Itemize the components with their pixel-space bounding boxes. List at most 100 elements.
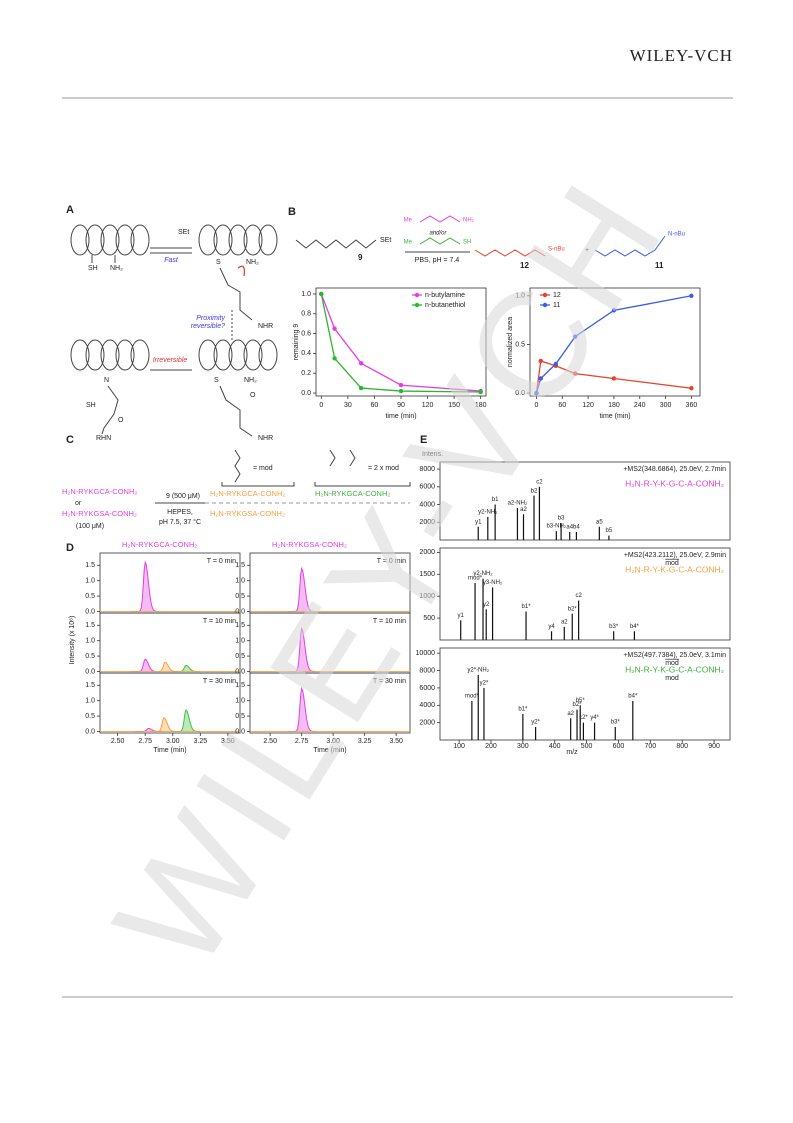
helix-turn <box>243 224 263 256</box>
x-tick-label: 120 <box>422 402 434 409</box>
label: NH₂ <box>244 377 257 384</box>
peak-label: b3* <box>611 720 621 726</box>
data-point <box>332 356 337 361</box>
y-tick-label: 0.5 <box>235 653 245 660</box>
y-tick-label: 0.0 <box>235 728 245 735</box>
helix-turn <box>228 339 248 371</box>
x-tick-label: 0 <box>535 402 539 409</box>
figure: A SH NH₂ Fast SEt S NH₂ NHR Proximityreversible?… <box>62 204 731 756</box>
label: 9 (500 μM) <box>166 493 200 500</box>
y-tick-label: 0.5 <box>85 593 95 600</box>
helix-turn <box>258 224 278 256</box>
data-point <box>611 376 617 381</box>
bond <box>219 267 253 321</box>
peak-label: c2 <box>536 479 543 485</box>
helix-turn <box>115 224 135 256</box>
peak-label: b4* <box>628 694 638 700</box>
structure <box>329 449 356 467</box>
peak-label: b5 <box>606 528 613 534</box>
label: H₂N-RYKGCA-CONH₂ <box>62 487 137 496</box>
helix-turn <box>243 339 263 371</box>
watermark: WILEY-VCH <box>82 151 697 996</box>
x-tick-label: 600 <box>613 743 625 750</box>
x-axis-label: time (min) <box>599 413 630 420</box>
row-label: T = 0 min <box>377 558 406 565</box>
y-tick-label: 0.4 <box>301 350 311 357</box>
plot-frame <box>439 647 731 741</box>
x-tick-label: 300 <box>517 743 529 750</box>
plot-frame <box>99 672 241 734</box>
x-tick-label: 2.50 <box>111 738 125 745</box>
mod-label: mod <box>665 560 679 567</box>
legend-label: 11 <box>553 302 560 309</box>
bracket <box>314 482 411 487</box>
amine <box>419 215 461 223</box>
y-tick-label: 1.0 <box>85 578 95 585</box>
label: H₂N-RYKGCA-CONH₂ <box>315 489 390 498</box>
y-axis-label: Intens. <box>422 451 443 458</box>
x-tick-label: 2.75 <box>295 738 309 745</box>
x-tick-label: 3.50 <box>389 738 403 745</box>
peak-label: a2 <box>561 619 568 625</box>
y-axis-label: Intensity (x 10⁶) <box>69 616 76 665</box>
label: (100 μM) <box>76 523 104 530</box>
helix-turn <box>198 224 218 256</box>
data-point <box>689 386 694 391</box>
data-point <box>332 326 337 331</box>
x-tick-label: 0 <box>319 402 323 409</box>
peak-label: y1 <box>475 519 482 525</box>
mod-label: mod <box>665 675 679 682</box>
peak-label: mod* <box>468 576 483 582</box>
helix-turn <box>130 339 150 371</box>
helix-turn <box>198 339 218 371</box>
label: A <box>66 204 74 216</box>
y-tick-label: 6000 <box>419 484 435 491</box>
peak-label: b4 <box>573 525 580 531</box>
data-point <box>538 358 543 364</box>
label: PBS, pH = 7.4 <box>415 257 460 264</box>
helix-turn <box>213 224 233 256</box>
y-tick-label: 2000 <box>419 519 435 526</box>
helix-turn <box>85 224 105 256</box>
peak-label: b1* <box>522 604 532 610</box>
spectrum-header: +MS2(423.2112), 25.0eV, 2.9min <box>624 552 726 559</box>
helix-turn <box>100 339 120 371</box>
y-tick-label: 0.0 <box>85 608 95 615</box>
x-tick-label: 300 <box>660 402 672 409</box>
label: B <box>288 206 296 218</box>
y-tick-label: 2000 <box>419 719 435 726</box>
label: E <box>420 434 427 446</box>
label: O <box>118 417 124 424</box>
label: H₂N-RYKGCA-CONH₂ <box>210 489 285 498</box>
y-tick-label: 0.2 <box>301 370 311 377</box>
peak-label: y4* <box>590 715 599 721</box>
y-tick-label: 0.5 <box>85 713 95 720</box>
row-label: T = 30 min <box>373 678 406 685</box>
label: NH₂ <box>110 265 123 272</box>
label: 11 <box>655 261 664 270</box>
column-title: H₂N-RYKGSA-CONH₂ <box>272 540 347 549</box>
label: Me <box>404 218 413 224</box>
peak-label: b3 <box>558 516 565 522</box>
label: 9 <box>358 253 363 262</box>
label: Irreversible <box>153 357 188 364</box>
peak-label: mod* <box>465 694 480 700</box>
label: S-nBu <box>548 247 565 253</box>
peak-label: b2* <box>568 606 578 612</box>
helix-turn <box>228 224 248 256</box>
label: N <box>104 377 109 384</box>
label: SH <box>86 402 96 409</box>
y-tick-label: 1.0 <box>235 578 245 585</box>
x-tick-label: 900 <box>708 743 720 750</box>
row-label: T = 10 min <box>373 618 406 625</box>
label: SEt <box>380 237 391 244</box>
row-label: T = 30 min <box>203 678 236 685</box>
peak-label: y2* <box>531 720 540 726</box>
data-point <box>553 361 559 367</box>
plot-frame <box>439 461 731 541</box>
data-point <box>538 376 543 381</box>
label: 12 <box>520 261 529 270</box>
x-tick-label: 60 <box>558 402 566 409</box>
legend-swatch <box>542 292 548 298</box>
row-label: T = 10 min <box>203 618 236 625</box>
